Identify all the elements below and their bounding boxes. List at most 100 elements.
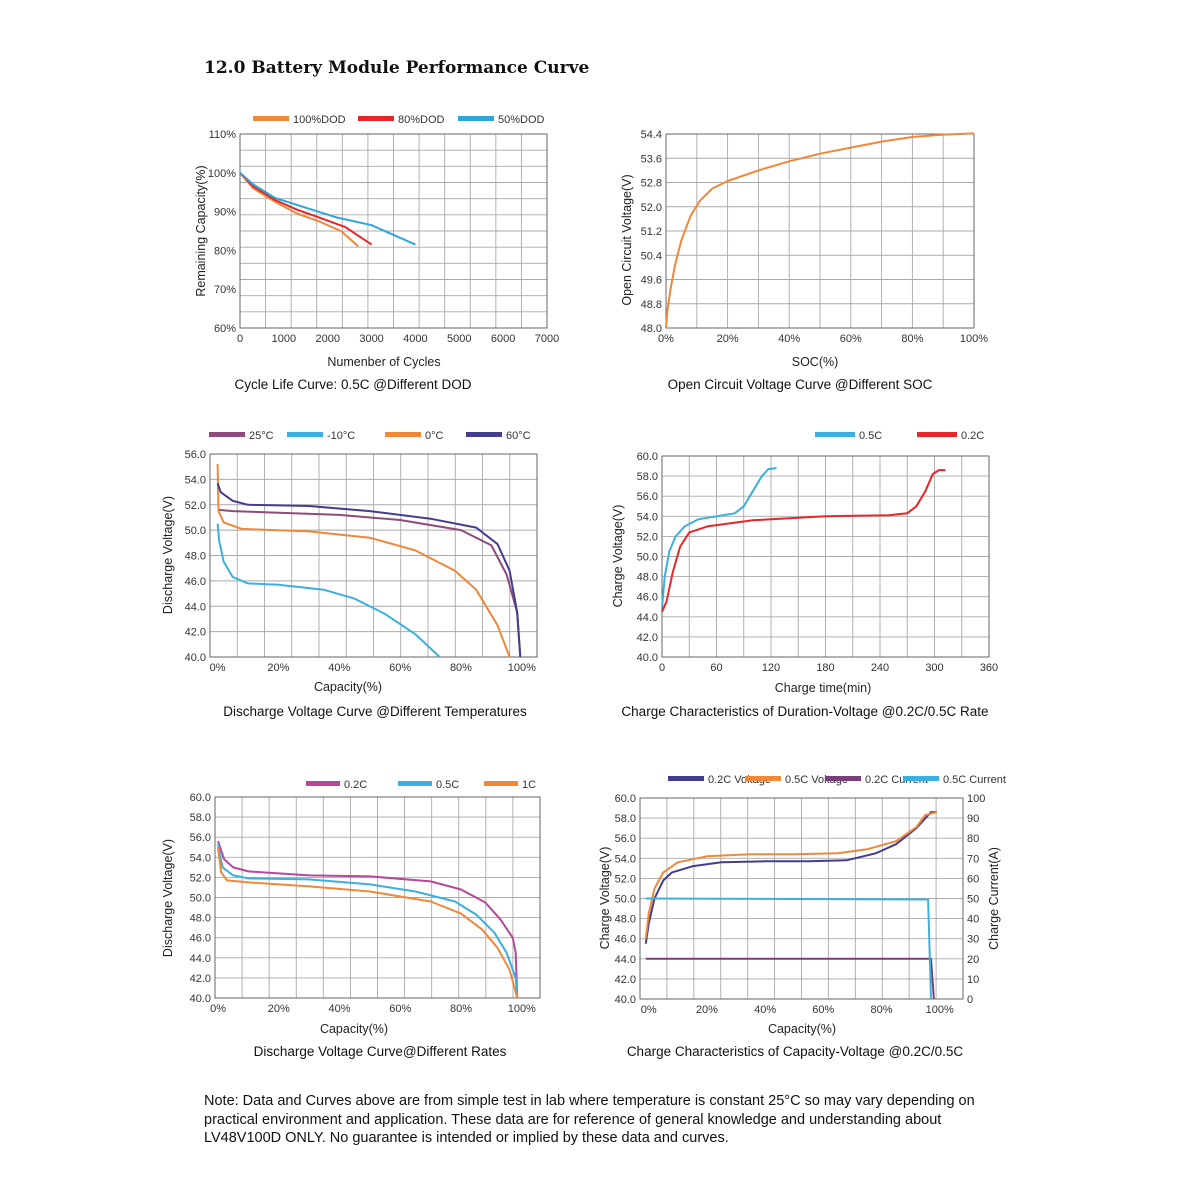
x-tick-label: 100% <box>508 662 536 674</box>
legend-label-100-dod: 100%DOD <box>293 114 346 126</box>
x-tick-label: 60% <box>389 662 411 674</box>
page-title: 12.0 Battery Module Performance Curve <box>204 58 590 78</box>
y-tick-label: 60% <box>214 323 236 335</box>
legend-label-80-dod: 80%DOD <box>398 114 445 126</box>
y2-tick-label: 40 <box>967 914 979 926</box>
x-tick-label: 360 <box>980 662 998 674</box>
x-axis-label: Capacity(%) <box>314 680 382 694</box>
legend-swatch-1c <box>484 781 518 786</box>
plot-frame <box>665 133 975 329</box>
x-tick-label: 0 <box>659 662 665 674</box>
y-tick-label: 46.0 <box>190 933 211 945</box>
x-tick-label: 4000 <box>403 333 427 345</box>
y-axis-label: Discharge Voltage(V) <box>161 496 175 614</box>
x-tick-label: 80% <box>871 1004 893 1016</box>
y-tick-label: 58.0 <box>190 812 211 824</box>
x-tick-label: 240 <box>871 662 889 674</box>
x-tick-label: 40% <box>328 662 350 674</box>
series-line-0-2c-current <box>645 957 935 1000</box>
legend-label-0-5c: 0.5C <box>436 779 459 791</box>
y-tick-label: 50.0 <box>190 893 211 905</box>
legend-swatch-50-dod <box>458 116 494 121</box>
series-line-25-c <box>217 508 522 658</box>
y2-tick-label: 80 <box>967 833 979 845</box>
y-tick-label: 48.8 <box>641 299 662 311</box>
series-line-0-2c <box>217 840 519 999</box>
chart-5: 0% 20% 40% 60% 80% 100% 40.0 42.0 44.0 46.0 48.0 50… <box>161 779 541 1036</box>
legend-swatch-25-c <box>209 432 245 437</box>
legend-label-0-c: 0°C <box>425 430 444 442</box>
x-tick-label: 3000 <box>359 333 383 345</box>
y-tick-label: 58.0 <box>637 471 658 483</box>
y-tick-label: 40.0 <box>185 652 206 664</box>
legend-label-0-2c: 0.2C <box>961 430 984 442</box>
series-line-100-dod <box>239 172 360 248</box>
legend-swatch-0-5c-voltage <box>745 776 781 781</box>
plot-frame <box>239 133 548 329</box>
series-line-0-5c-voltage <box>644 811 938 939</box>
x-tick-label: 7000 <box>535 333 559 345</box>
legend-swatch-0-2c <box>917 432 957 437</box>
y-tick-label: 46.0 <box>185 576 206 588</box>
chart-1: 0 1000 2000 3000 4000 5000 6000 7000 60% 70% 80% 90… <box>194 114 559 369</box>
y-tick-label: 44.0 <box>615 954 636 966</box>
legend-swatch-0-5c-current <box>903 776 939 781</box>
x-tick-label: 80% <box>450 1003 472 1015</box>
x-tick-label: 0% <box>641 1004 657 1016</box>
series-line-0-c <box>216 464 511 658</box>
y2-tick-label: 100 <box>967 793 985 805</box>
series-line-0-2c-voltage <box>644 811 937 944</box>
y-tick-label: 44.0 <box>190 953 211 965</box>
y-tick-label: 51.2 <box>641 226 662 238</box>
x-tick-label: 80% <box>901 333 923 345</box>
y-tick-label: 52.0 <box>185 500 206 512</box>
y-axis-label: Charge Voltage(V) <box>611 505 625 608</box>
x-tick-label: 80% <box>450 662 472 674</box>
y-tick-label: 50.0 <box>615 894 636 906</box>
x-tick-label: 20% <box>268 1003 290 1015</box>
y-tick-label: 90% <box>214 207 236 219</box>
y-tick-label: 42.0 <box>190 973 211 985</box>
y-tick-label: 52.8 <box>641 178 662 190</box>
chart-caption-discharge-rates: Discharge Voltage Curve@Different Rates <box>253 1044 507 1059</box>
legend-label-1c: 1C <box>522 779 536 791</box>
y-tick-label: 50.4 <box>641 250 662 262</box>
x-axis-label: SOC(%) <box>792 355 839 369</box>
series-line-60-c <box>216 482 522 658</box>
chart-4: 0 60 120 180 240 300 360 40.0 42.0 44.0 46.0 48.0 50… <box>611 430 998 695</box>
y-tick-label: 56.0 <box>615 833 636 845</box>
chart-caption-cycle-life: Cycle Life Curve: 0.5C @Different DOD <box>234 377 472 392</box>
x-tick-label: 40% <box>754 1004 776 1016</box>
y-tick-label: 54.0 <box>637 511 658 523</box>
y-axis-label: Open Circuit Voltage(V) <box>620 174 634 305</box>
series-line-0-2c <box>661 469 946 613</box>
x-tick-label: 60 <box>710 662 722 674</box>
chart-caption-charge-capacity: Charge Characteristics of Capacity-Volta… <box>626 1044 964 1059</box>
y2-tick-label: 90 <box>967 813 979 825</box>
y-tick-label: 46.0 <box>615 934 636 946</box>
y-tick-label: 48.0 <box>185 551 206 563</box>
series-line-0-5c <box>217 844 519 999</box>
y2-tick-label: 30 <box>967 934 979 946</box>
series-line-0-5c-current <box>645 897 932 1000</box>
y-tick-label: 42.0 <box>185 627 206 639</box>
y-tick-label: 54.0 <box>615 853 636 865</box>
series-line-10-c <box>216 523 441 658</box>
y-tick-label: 52.0 <box>641 202 662 214</box>
legend-swatch-0-2c-current <box>825 776 861 781</box>
legend-swatch-0-c <box>385 432 421 437</box>
y-tick-label: 100% <box>208 168 236 180</box>
y-tick-label: 44.0 <box>637 612 658 624</box>
y-axis-label: Charge Voltage(V) <box>598 847 612 950</box>
series-line-0-5c <box>661 467 777 609</box>
plot-frame <box>639 797 964 1000</box>
chart-caption-charge-duration: Charge Characteristics of Duration-Volta… <box>621 704 989 719</box>
y-tick-label: 70% <box>214 284 236 296</box>
x-tick-label: 2000 <box>315 333 339 345</box>
x-tick-label: 300 <box>925 662 943 674</box>
legend-swatch-0-2c <box>306 781 340 786</box>
y-tick-label: 58.0 <box>615 813 636 825</box>
series-line-1c <box>217 847 519 999</box>
legend-label-25-c: 25°C <box>249 430 274 442</box>
